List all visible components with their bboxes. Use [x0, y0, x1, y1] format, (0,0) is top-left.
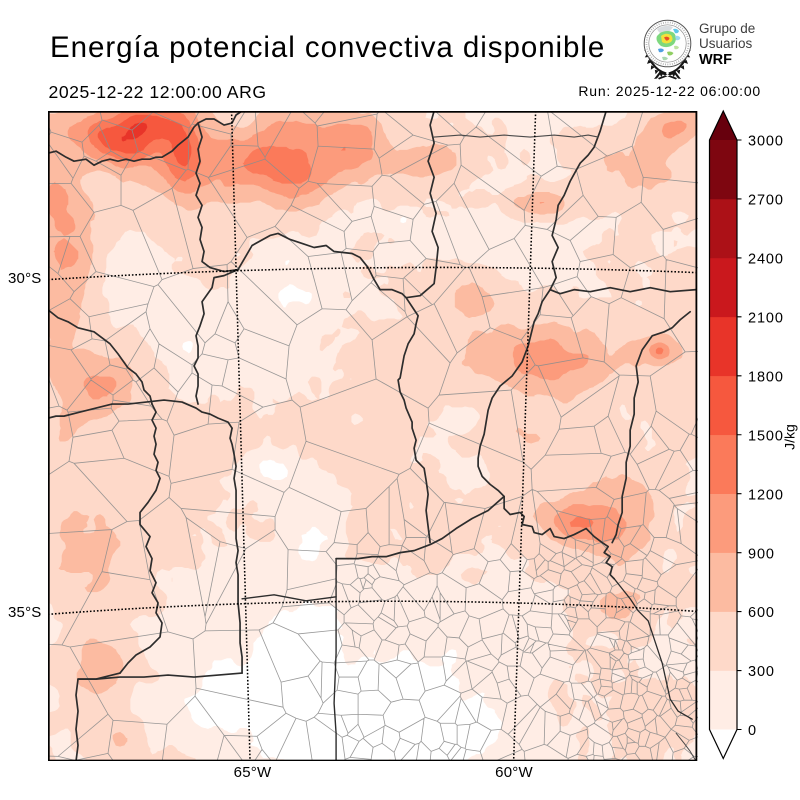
svg-text:900: 900 — [748, 546, 775, 562]
svg-text:300: 300 — [748, 664, 775, 680]
svg-text:0: 0 — [748, 723, 757, 739]
svg-text:1500: 1500 — [748, 428, 784, 444]
svg-text:3000: 3000 — [748, 134, 784, 150]
svg-text:J/kg: J/kg — [782, 424, 798, 450]
svg-text:2100: 2100 — [748, 310, 784, 326]
svg-text:1200: 1200 — [748, 487, 784, 503]
svg-text:1800: 1800 — [748, 369, 784, 385]
svg-text:2400: 2400 — [748, 252, 784, 268]
svg-text:600: 600 — [748, 605, 775, 621]
svg-text:2700: 2700 — [748, 193, 784, 209]
